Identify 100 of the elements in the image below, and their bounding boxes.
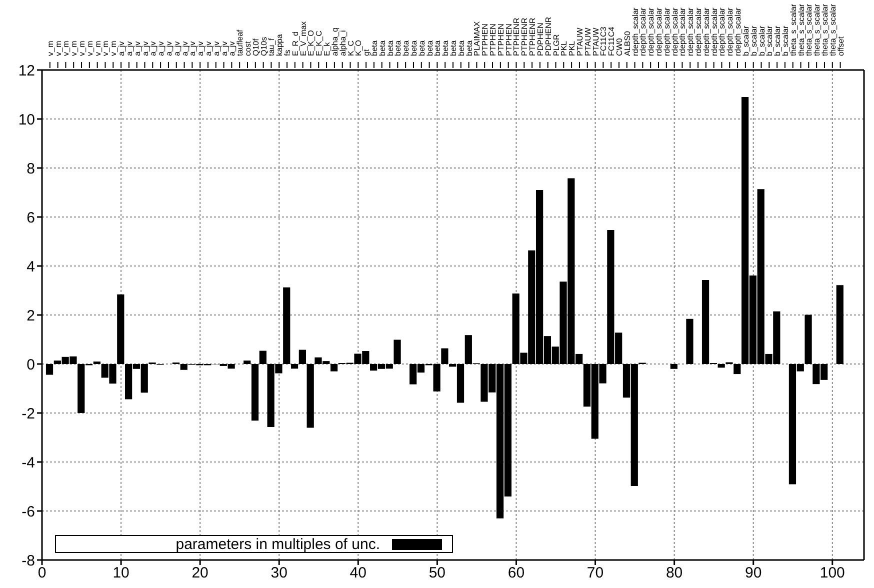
x-tick-label: taufleaf — [236, 28, 245, 56]
x-tick-label: v_m — [70, 40, 79, 56]
bar — [244, 360, 251, 364]
x-tick-label: K_C — [346, 40, 356, 56]
x-tick-label: a_jv — [204, 41, 213, 56]
x-tick-label: beta — [456, 40, 466, 56]
x-tick-label: rdepth_scalar — [718, 7, 727, 56]
x-tick-label: ALBS0 — [622, 30, 632, 56]
x-tick-label: PTAUW — [583, 27, 592, 56]
x-tick-label: rdepth_scalar — [734, 7, 743, 56]
y-tick-label: -8 — [22, 552, 35, 570]
x-tick-label: theta_s_scalar — [796, 4, 806, 56]
x-tick-label: rdepth_scalar — [638, 7, 648, 56]
x-tick-label: beta — [425, 40, 434, 56]
x-tick-label: K_O — [354, 40, 364, 56]
x-tick-label: PKL — [568, 40, 577, 56]
x-tick-label: v_m — [109, 40, 118, 56]
bar — [259, 350, 266, 364]
x-tick-label: PLAIMAX — [472, 20, 482, 56]
x-tick-label: rdepth_scalar — [710, 7, 719, 56]
x-tick-label: gt — [362, 48, 372, 56]
x-tick-label: PTPHENR — [512, 18, 522, 56]
y-tick-label: -2 — [22, 405, 35, 422]
x-tick-label: beta — [441, 40, 450, 56]
x-tick-label: Q10f — [251, 38, 260, 56]
x-tick-label: PTPHEN — [504, 23, 514, 56]
x-tick-label: a_jv — [164, 41, 174, 56]
x-tick-label: offset — [836, 36, 846, 56]
x-tick-label: theta_s_scalar — [788, 4, 798, 56]
x-tick-label: PTPHENR — [520, 18, 530, 56]
y-tick-label: 2 — [26, 307, 35, 324]
x-tick-label: v_m — [78, 40, 87, 56]
x-tick-label: rdepth_scalar — [670, 7, 680, 56]
x-tick-label: b_scalar — [765, 25, 774, 56]
y-tick-label: 0 — [26, 356, 35, 374]
bar — [686, 318, 694, 364]
x-tick-label: tau_f — [267, 37, 276, 56]
x-tick-label: alpha_q — [330, 28, 340, 56]
x-tick-label: rdepth_scalar — [694, 7, 704, 56]
x2-tick-label: 50 — [428, 564, 446, 582]
x-tick-label: rdepth_scalar — [678, 7, 688, 56]
x-tick-label: PTPHEN — [480, 23, 490, 56]
x-tick-label: v_m — [46, 40, 55, 56]
x-tick-label: kappa — [275, 34, 284, 56]
x-tick-label: beta — [378, 40, 387, 56]
x-tick-label: a_jv — [188, 41, 198, 56]
bar — [46, 364, 54, 375]
x-tick-label: b_scalar — [773, 25, 782, 56]
x-tick-label: a_jv — [172, 41, 182, 56]
x2-tick-label: 90 — [745, 564, 762, 582]
bar — [290, 364, 298, 369]
x-tick-label: beta — [386, 40, 395, 56]
x-tick-label: a_jv — [196, 41, 206, 56]
bar — [836, 285, 844, 364]
x-tick-label: PDPHENR — [544, 16, 553, 56]
x-tick-label: a_jv — [132, 41, 142, 56]
x-tick-label: b_scalar — [749, 25, 758, 56]
y-tick-label: 12 — [18, 62, 35, 80]
x-tick-label: a_jv — [228, 41, 237, 56]
x-tick-label: v_m — [62, 40, 71, 56]
x-tick-label: E_R_d — [290, 32, 300, 56]
bar — [251, 364, 259, 421]
x-tick-label: rdepth_scalar — [662, 7, 672, 56]
x2-tick-label: 70 — [586, 564, 604, 582]
legend-label: parameters in multiples of unc. — [176, 536, 380, 552]
x-tick-label: rdepth_scalar — [686, 7, 696, 56]
y-tick-label: 8 — [26, 160, 35, 178]
x-tick-label: v_m — [85, 40, 94, 56]
bar — [283, 287, 290, 364]
x-tick-label: E_K_C — [314, 30, 324, 56]
x-tick-label: E_k — [322, 41, 332, 56]
x-tick-label: beta — [370, 40, 379, 56]
y-tick-label: 10 — [18, 111, 35, 128]
x2-tick-label: 100 — [820, 564, 845, 582]
x2-tick-label: 10 — [112, 564, 130, 582]
bar — [306, 364, 314, 428]
x-tick-label: a_jv — [212, 41, 221, 56]
x-tick-label: PKL — [560, 40, 569, 56]
x2-tick-label: 40 — [350, 564, 366, 582]
x-tick-label: PTPHEN — [496, 23, 506, 56]
x-tick-label: PLGR — [552, 34, 561, 56]
x-tick-label: a_jv — [124, 41, 134, 56]
bar — [734, 364, 741, 374]
x-tick-label: E_K_O — [306, 30, 316, 56]
x-tick-label: b_scalar — [741, 25, 750, 56]
x-tick-label: PTAUW — [591, 27, 600, 56]
bar — [117, 294, 124, 364]
x-tick-label: PDPHEN — [536, 22, 545, 56]
bar — [394, 340, 401, 364]
x-tick-label: PTAUW — [575, 27, 584, 56]
bar — [298, 350, 306, 364]
x-tick-label: theta_s_scalar — [812, 4, 822, 56]
y-tick-label: 6 — [26, 209, 35, 226]
x2-tick-label: 80 — [666, 564, 683, 582]
x-tick-label: beta — [394, 40, 403, 56]
x2-tick-label: 30 — [270, 564, 288, 582]
x-tick-label: fs — [283, 50, 292, 56]
y-tick-label: -6 — [22, 503, 35, 520]
x-tick-label: theta_s_scalar — [828, 4, 838, 56]
x-tick-label: theta_s_scalar — [804, 4, 814, 56]
